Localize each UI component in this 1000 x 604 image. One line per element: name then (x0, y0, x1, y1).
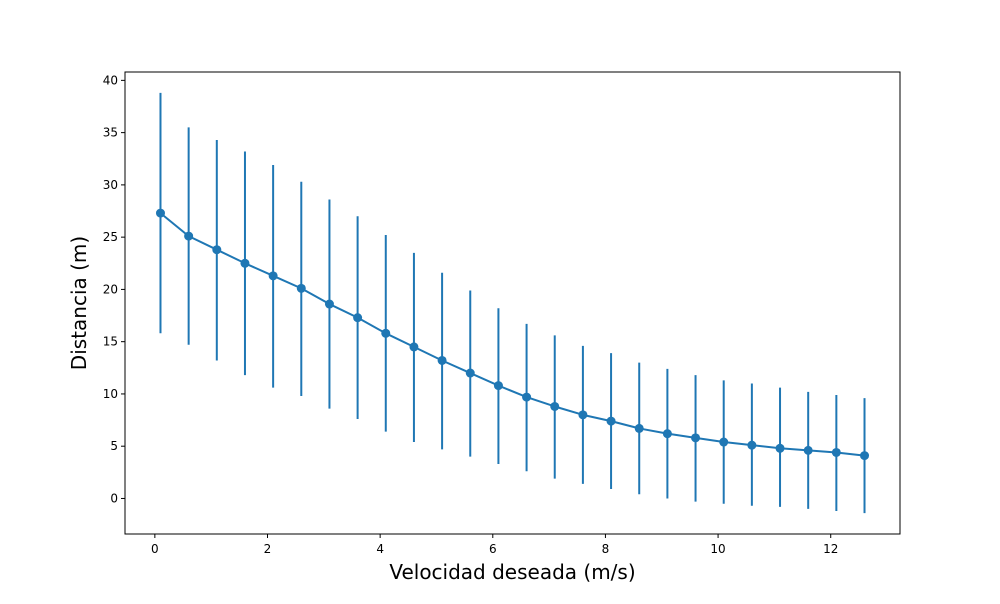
data-point (240, 258, 250, 268)
x-tick-label: 0 (151, 542, 159, 556)
data-point (409, 342, 419, 352)
series-line (159, 212, 865, 457)
data-point (803, 445, 813, 455)
data-point (437, 355, 447, 365)
data-point (747, 440, 757, 450)
data-point (606, 416, 616, 426)
data-point (719, 437, 729, 447)
y-tick-label: 5 (110, 439, 118, 453)
data-point (775, 443, 785, 453)
y-tick-label: 25 (103, 230, 118, 244)
y-tick-label: 20 (103, 282, 118, 296)
data-point (381, 328, 391, 338)
data-point (691, 433, 701, 443)
y-axis-ticks: 0 5 10 15 20 25 30 35 40 (103, 73, 125, 505)
y-tick-label: 0 (110, 491, 118, 505)
plot-frame (124, 71, 901, 535)
data-point (860, 451, 870, 461)
data-point (550, 401, 560, 411)
marker-group (155, 208, 870, 461)
x-tick-label: 6 (489, 542, 497, 556)
x-tick-label: 4 (376, 542, 384, 556)
x-tick-label: 2 (264, 542, 272, 556)
data-point (831, 447, 841, 457)
data-point (184, 231, 194, 241)
data-point (465, 368, 475, 378)
y-axis-title: Distancia (m) (67, 236, 91, 370)
y-tick-label: 15 (103, 335, 118, 349)
data-point (634, 423, 644, 433)
y-tick-label: 35 (103, 126, 118, 140)
data-point (268, 271, 278, 281)
y-tick-label: 10 (103, 387, 118, 401)
data-point (155, 208, 165, 218)
data-point (324, 299, 334, 309)
plot-background (125, 72, 900, 534)
y-tick-label: 40 (103, 73, 118, 87)
y-tick-label: 30 (103, 178, 118, 192)
data-point (662, 429, 672, 439)
x-axis-title: Velocidad deseada (m/s) (389, 560, 635, 584)
x-tick-label: 10 (710, 542, 725, 556)
data-point (212, 245, 222, 255)
x-tick-label: 12 (823, 542, 838, 556)
x-axis-ticks: 0 2 4 6 8 10 12 (151, 534, 838, 556)
data-point (296, 283, 306, 293)
x-tick-label: 8 (602, 542, 610, 556)
series-line-group (159, 212, 865, 457)
data-point (493, 381, 503, 391)
data-point (522, 392, 532, 402)
data-point (353, 313, 363, 323)
data-point (578, 410, 588, 420)
